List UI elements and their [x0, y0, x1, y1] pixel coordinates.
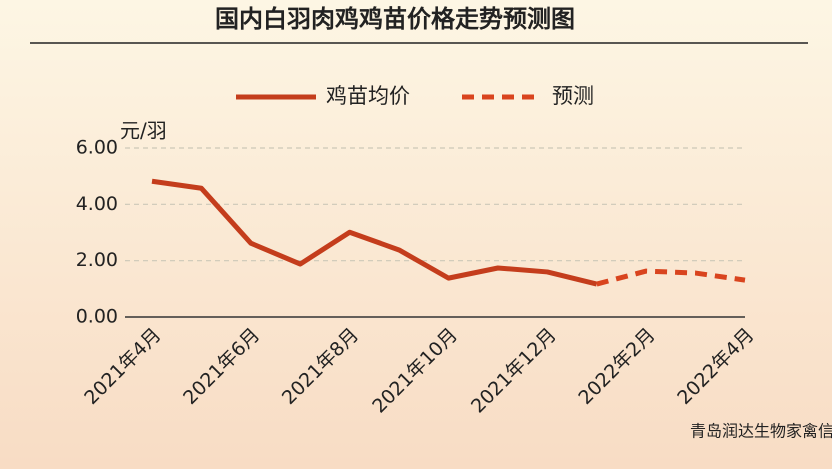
y-tick-label: 6.00 [76, 137, 118, 159]
legend-label: 预测 [552, 84, 594, 108]
chart-title: 国内白羽肉鸡鸡苗价格走势预测图 [215, 5, 575, 33]
y-tick-label: 2.00 [76, 249, 118, 271]
legend-label: 鸡苗均价 [326, 84, 410, 108]
watermark: 青岛润达生物家禽信息 [690, 422, 832, 441]
y-axis-label: 元/羽 [120, 119, 167, 143]
line-series [596, 268, 746, 287]
y-tick-label: 0.00 [76, 306, 118, 328]
y-tick-label: 4.00 [76, 193, 118, 215]
line-series [151, 178, 598, 287]
